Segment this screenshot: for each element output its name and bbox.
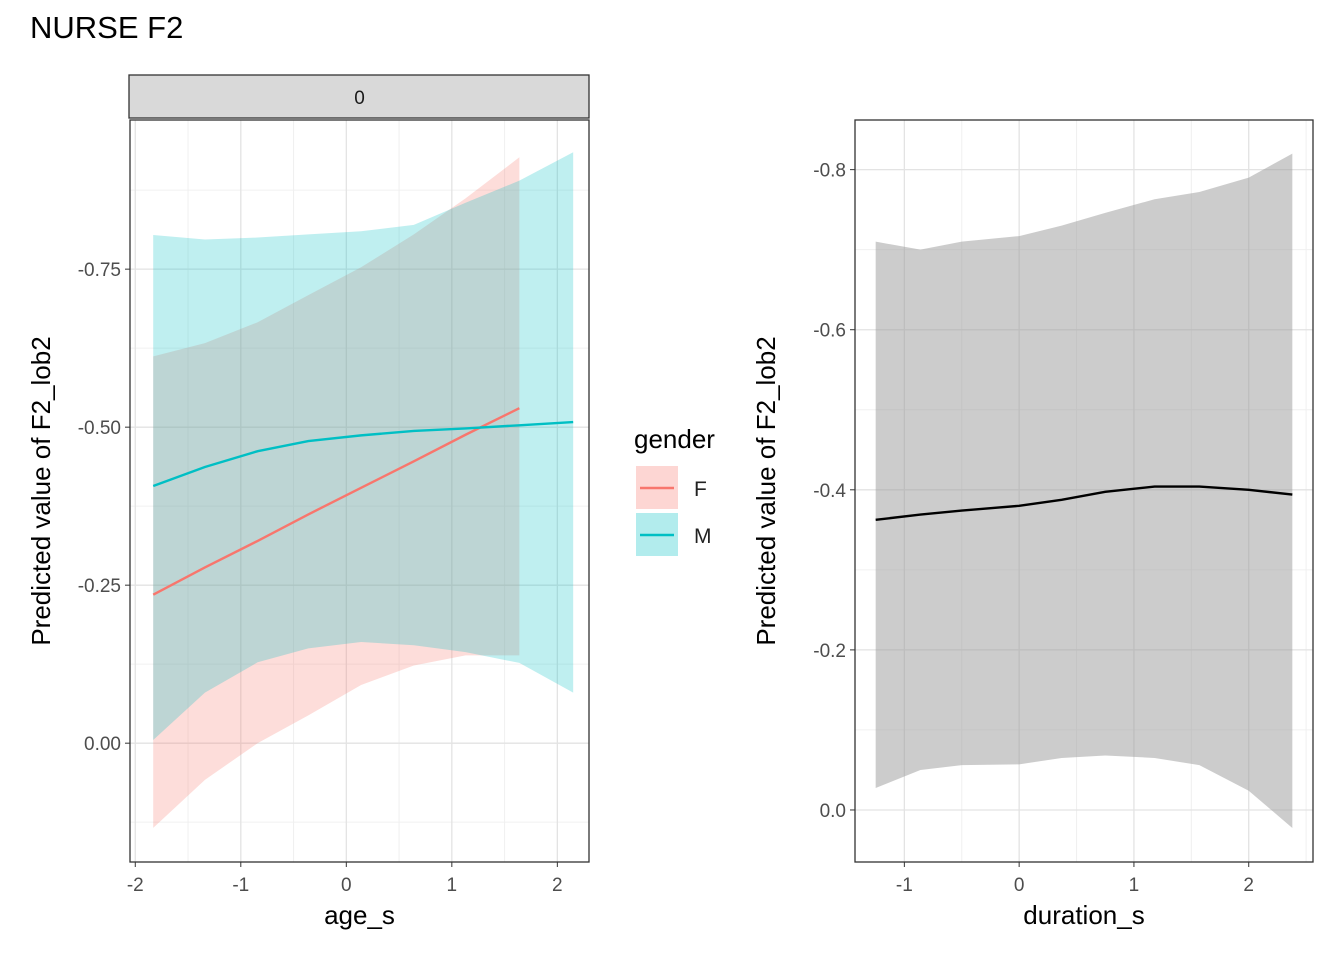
x-tick-label: 2 bbox=[1243, 875, 1254, 896]
y-tick-label: -0.25 bbox=[78, 576, 121, 597]
panel-age: -2 -1 0 1 2 0.00 -0.25 -0.50 -0.75 age_s Predicted… bbox=[26, 74, 590, 930]
legend-label-F: F bbox=[694, 478, 707, 501]
x-tick-label: -1 bbox=[232, 875, 249, 896]
legend: gender F M bbox=[634, 424, 715, 556]
x-tick-label: 2 bbox=[552, 875, 563, 896]
panel-border bbox=[129, 119, 590, 863]
series-line-overall bbox=[875, 485, 1293, 522]
y-tick-label: -0.4 bbox=[813, 481, 846, 502]
x-tick-label: 1 bbox=[447, 875, 458, 896]
x-axis-label: duration_s bbox=[1023, 900, 1144, 930]
confidence-ribbon-M bbox=[153, 152, 574, 741]
y-tick-label: 0.00 bbox=[84, 734, 121, 755]
facet-strip-label: 0 bbox=[354, 88, 365, 109]
plot-title: NURSE F2 bbox=[30, 10, 183, 45]
series-line-F bbox=[152, 407, 520, 596]
y-tick-label: -0.50 bbox=[78, 418, 121, 439]
y-tick-label: -0.75 bbox=[78, 260, 121, 281]
x-tick-label: 1 bbox=[1129, 875, 1140, 896]
x-tick-label: 0 bbox=[341, 875, 352, 896]
y-axis-label: Predicted value of F2_lob2 bbox=[751, 336, 781, 645]
x-tick-label: 0 bbox=[1014, 875, 1025, 896]
confidence-ribbon-F bbox=[153, 157, 520, 828]
confidence-ribbon-overall bbox=[875, 153, 1293, 828]
panel-border bbox=[854, 119, 1314, 863]
y-tick-label: -0.6 bbox=[813, 321, 846, 342]
legend-label-M: M bbox=[694, 525, 712, 548]
x-axis-label: age_s bbox=[324, 900, 395, 930]
y-axis-label: Predicted value of F2_lob2 bbox=[26, 336, 56, 645]
y-tick-label: -0.2 bbox=[813, 641, 846, 662]
y-tick-label: 0.0 bbox=[820, 801, 846, 822]
y-tick-label: -0.8 bbox=[813, 161, 846, 182]
panel-background bbox=[130, 120, 589, 862]
x-tick-label: -1 bbox=[896, 875, 913, 896]
facet-strip bbox=[128, 74, 590, 119]
series-line-M bbox=[152, 420, 574, 488]
x-tick-label: -2 bbox=[127, 875, 144, 896]
legend-title: gender bbox=[634, 424, 715, 454]
panel-duration: -1 0 1 2 0.0 -0.2 -0.4 -0.6 -0.8 duration_s Predic… bbox=[751, 119, 1314, 930]
